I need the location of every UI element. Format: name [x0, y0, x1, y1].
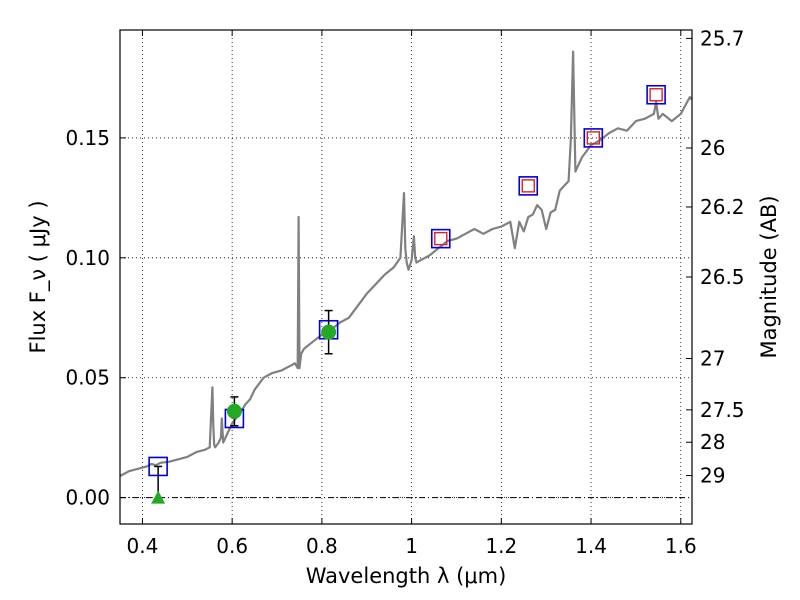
- red-square-marker: [434, 231, 448, 246]
- right-tick-label: 26: [700, 136, 725, 160]
- blue-square-marker: [430, 228, 451, 249]
- right-tick-label: 26.5: [700, 265, 745, 289]
- axis-ticks: 0.4 0.6 0.8 1 1.2 1.4 1.6 0.00 0.05 0.10 0.15 25.7 2…: [65, 26, 744, 558]
- x-tick-label: 1.4: [575, 534, 607, 558]
- green-circle-marker: [226, 403, 242, 419]
- red-square-marker: [586, 131, 601, 145]
- right-tick-label: 27.5: [700, 398, 745, 422]
- right-tick-label: 29: [700, 464, 725, 488]
- spectrum-line: [119, 50, 693, 477]
- right-tick-label: 28: [700, 430, 725, 454]
- x-tick-label: 0.8: [306, 534, 338, 558]
- x-tick-label: 1.6: [665, 534, 697, 558]
- blue-square-marker: [148, 456, 168, 477]
- right-tick-label: 27: [700, 347, 725, 371]
- y-tick-label: 0.00: [65, 486, 110, 510]
- photometry-markers: [148, 84, 666, 504]
- x-tick-label: 1: [405, 534, 418, 558]
- y-axis-title: Flux F_ν ( μJy ): [26, 200, 51, 353]
- right-tick-label: 26.2: [700, 195, 745, 219]
- red-square-marker: [521, 179, 535, 193]
- green-circle-marker: [321, 324, 337, 340]
- x-tick-label: 1.2: [485, 534, 517, 558]
- right-axis-title: Magnitude (AB): [757, 195, 781, 358]
- x-axis-title: Wavelength λ (μm): [306, 564, 507, 588]
- blue-square-marker: [646, 84, 666, 105]
- y-tick-label: 0.15: [65, 126, 110, 150]
- blue-square-marker: [583, 128, 604, 148]
- x-tick-label: 0.6: [216, 534, 248, 558]
- red-square-marker: [649, 88, 663, 102]
- blue-square-marker: [518, 176, 539, 196]
- x-tick-label: 0.4: [127, 534, 159, 558]
- grid-lines: [120, 30, 692, 524]
- upper-limit-triangle: [151, 490, 166, 504]
- right-tick-label: 25.7: [700, 26, 745, 50]
- y-tick-label: 0.10: [65, 246, 110, 270]
- y-tick-label: 0.05: [65, 366, 110, 390]
